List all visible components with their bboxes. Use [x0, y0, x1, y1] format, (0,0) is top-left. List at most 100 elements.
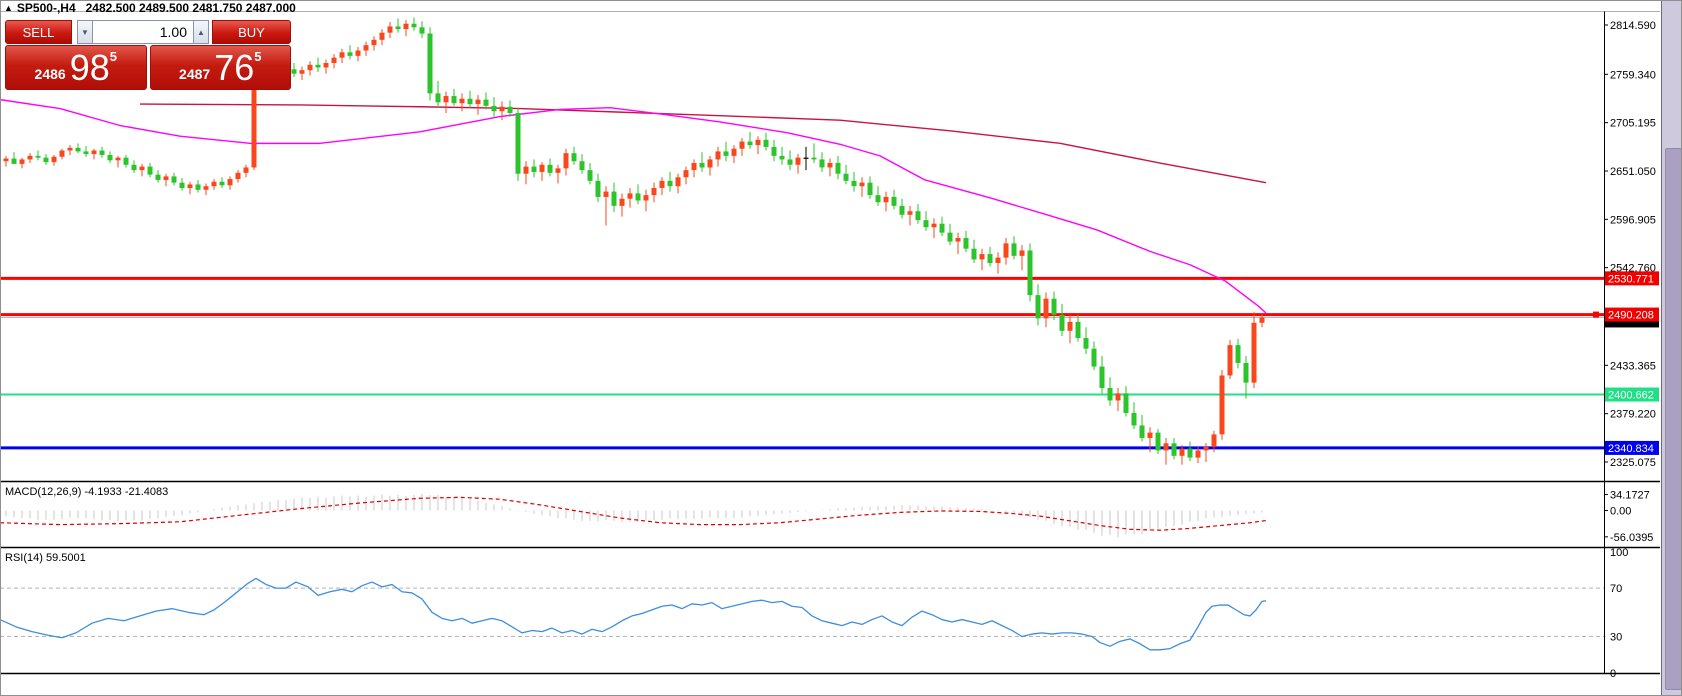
- candle-body: [1099, 366, 1105, 388]
- scrollbar-thumb[interactable]: [1665, 148, 1682, 690]
- rsi-indicator-label: RSI(14) 59.5001: [5, 552, 86, 564]
- candle-body: [1115, 393, 1121, 401]
- candle-body: [723, 151, 729, 156]
- sell-price-big: 98: [69, 46, 110, 88]
- candle-body: [739, 141, 745, 149]
- macd-axis-label: -56.0395: [1610, 532, 1653, 544]
- candle-body: [187, 184, 193, 188]
- candle-body: [755, 139, 761, 146]
- candle-body: [643, 195, 649, 201]
- candle-body: [515, 113, 521, 174]
- candle-body: [19, 159, 25, 164]
- candle-body: [899, 205, 905, 215]
- candle-body: [1107, 387, 1113, 401]
- candle-body: [163, 176, 169, 180]
- buy-price-panel[interactable]: 2487 76 5: [149, 45, 291, 90]
- price-axis-label: 2651.050: [1610, 166, 1656, 178]
- candle-body: [459, 98, 465, 104]
- candle-body: [371, 39, 377, 46]
- candle-body: [1147, 432, 1153, 438]
- price-level-badge: [1605, 440, 1659, 455]
- candle-body: [563, 153, 569, 169]
- candle-body: [651, 187, 657, 196]
- candle-body: [395, 26, 401, 30]
- candle-body: [51, 156, 57, 163]
- candle-body: [491, 105, 497, 112]
- candle-body: [675, 177, 681, 187]
- candle-body: [955, 237, 961, 242]
- candle-body: [1155, 432, 1161, 451]
- candle-body: [1163, 443, 1169, 451]
- bid-price-label: [1605, 321, 1659, 328]
- candle-body: [195, 184, 201, 190]
- candle-body: [75, 147, 81, 152]
- sell-price-panel[interactable]: 2486 98 5: [5, 45, 147, 90]
- candle-body: [27, 155, 33, 160]
- macd-indicator-label: MACD(12,26,9) -4.1933 -21.4083: [5, 486, 169, 498]
- candle-body: [115, 157, 121, 161]
- candle-body: [251, 78, 257, 168]
- volume-decrease-button[interactable]: ▼: [77, 20, 93, 44]
- candle-body: [715, 151, 721, 160]
- candle-body: [667, 180, 673, 187]
- candle-body: [315, 64, 321, 68]
- candle-body: [11, 158, 17, 164]
- candle-body: [771, 146, 777, 156]
- candle-body: [211, 181, 217, 187]
- candle-body: [1131, 412, 1137, 426]
- price-level-badge-label: 2530.771: [1608, 273, 1654, 285]
- candle-body: [851, 180, 857, 187]
- candle-body: [595, 180, 601, 197]
- candle-body: [1243, 362, 1249, 383]
- volume-input[interactable]: [93, 20, 193, 44]
- volume-increase-button[interactable]: ▲: [193, 20, 209, 44]
- candle-body: [835, 163, 841, 174]
- window-scrollbar: [1661, 0, 1682, 696]
- candle-body: [91, 150, 97, 155]
- candle-body: [355, 50, 361, 56]
- sell-button[interactable]: SELL: [5, 20, 72, 44]
- candle-body: [1067, 321, 1073, 331]
- candle-body: [323, 63, 329, 68]
- candle-body: [435, 93, 441, 103]
- candle-body: [67, 147, 73, 151]
- buy-button[interactable]: BUY: [212, 20, 291, 44]
- candle-body: [539, 164, 545, 172]
- candle-body: [659, 180, 665, 188]
- candle-body: [243, 167, 249, 173]
- candle-body: [587, 170, 593, 181]
- symbol-timeframe-label: SP500-,H4: [16, 1, 76, 15]
- candle-body: [883, 196, 889, 203]
- candle-body: [747, 141, 753, 146]
- chart-header: ▲ SP500-,H4 2482.500 2489.500 2481.750 2…: [4, 1, 296, 15]
- candle-body: [819, 159, 825, 168]
- rsi-axis-label: 70: [1610, 583, 1622, 595]
- candle-body: [931, 223, 937, 228]
- slow-ma-line: [139, 103, 1267, 184]
- level-line-handle: [1593, 311, 1599, 318]
- candle-body: [35, 155, 41, 158]
- candle-body: [1211, 434, 1217, 447]
- price-level-badge: [1605, 387, 1659, 402]
- candle-body: [1011, 243, 1017, 256]
- candle-body: [1003, 243, 1009, 258]
- candle-body: [875, 195, 881, 203]
- candle-body: [611, 191, 617, 206]
- price-axis-label: 2814.590: [1610, 20, 1656, 32]
- price-level-badge-label: 2400.662: [1608, 390, 1654, 402]
- candle-body: [3, 158, 9, 162]
- macd-signal-line: [0, 496, 1267, 531]
- candle-body: [843, 173, 849, 181]
- candle-body: [443, 96, 449, 103]
- candle-body: [499, 106, 505, 112]
- candle-body: [131, 164, 137, 171]
- candle-body: [1083, 337, 1089, 349]
- candle-body: [171, 176, 177, 183]
- candle-body: [787, 159, 793, 165]
- candle-body: [547, 164, 553, 173]
- candle-body: [427, 33, 433, 94]
- candle-body: [779, 155, 785, 160]
- candle-body: [1227, 345, 1233, 376]
- candle-body: [579, 161, 585, 171]
